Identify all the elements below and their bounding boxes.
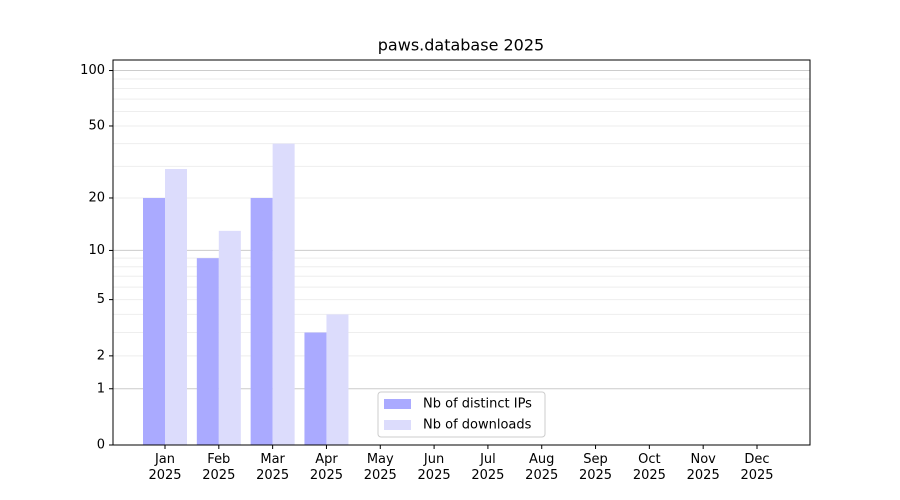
x-tick-label-box: Dec 2025 [740, 452, 774, 483]
x-tick-label-box: Aug 2025 [525, 452, 559, 483]
x-tick-label-box: Jun 2025 [417, 452, 451, 483]
bar [250, 197, 273, 445]
y-tick-label: 2 [97, 348, 105, 363]
legend-box [377, 391, 546, 438]
legend-swatch [384, 399, 411, 409]
x-tick-label: Sep 2025 [578, 452, 613, 483]
bar [196, 258, 219, 445]
bar [143, 197, 165, 445]
x-tick-label: Dec 2025 [740, 452, 774, 483]
bar [218, 230, 241, 445]
x-tick-label: Apr 2025 [309, 452, 343, 483]
y-tick-label: 1 [97, 381, 105, 396]
x-tick-label-box: Jul 2025 [471, 452, 505, 483]
x-tick-label: Nov 2025 [686, 452, 720, 483]
x-tick-label: Oct 2025 [632, 452, 666, 483]
bar [272, 143, 295, 446]
bar [304, 332, 327, 445]
x-tick-label: Mar 2025 [256, 452, 290, 483]
x-tick-label-box: Sep 2025 [578, 452, 613, 483]
y-tick-label: 50 [88, 118, 105, 133]
x-tick-label-box: Feb 2025 [202, 452, 236, 483]
x-tick-label-box: Jan 2025 [148, 452, 182, 483]
y-tick-label: 5 [97, 292, 105, 307]
y-tick-label: 10 [88, 243, 105, 258]
x-tick-label: Jul 2025 [471, 452, 505, 483]
legend-label: Nb of distinct IPs [423, 397, 532, 412]
legend-swatch [384, 420, 411, 430]
x-tick-label: Feb 2025 [202, 452, 236, 483]
x-tick-label: Aug 2025 [525, 452, 559, 483]
plot-frame [112, 59, 811, 446]
y-tick-label: 0 [97, 438, 105, 453]
x-tick-label-box: Nov 2025 [686, 452, 720, 483]
x-tick-label-box: Oct 2025 [632, 452, 666, 483]
x-tick-label-box: May 2025 [363, 452, 397, 483]
y-tick-label: 20 [88, 190, 105, 205]
x-tick-label: Jun 2025 [417, 452, 451, 483]
x-tick-label-box: Apr 2025 [309, 452, 343, 483]
bar [326, 314, 349, 445]
bar [165, 169, 187, 446]
x-tick-label: Jan 2025 [148, 452, 182, 483]
legend-label: Nb of downloads [423, 418, 532, 433]
x-tick-label-box: Mar 2025 [256, 452, 290, 483]
x-tick-label: May 2025 [363, 452, 397, 483]
chart-title: paws.database 2025 [378, 36, 544, 55]
y-tick-label: 100 [80, 63, 105, 78]
